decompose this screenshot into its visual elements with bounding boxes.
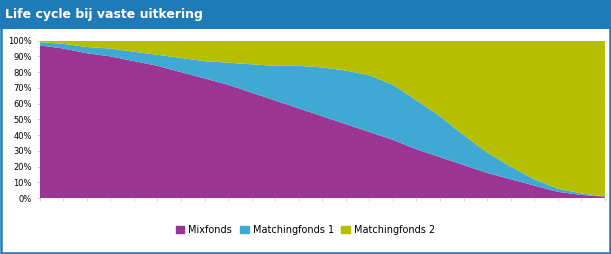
X-axis label: maanden tot pensioendatum: maanden tot pensioendatum — [246, 217, 398, 228]
Legend: Mixfonds, Matchingfonds 1, Matchingfonds 2: Mixfonds, Matchingfonds 1, Matchingfonds… — [172, 221, 439, 239]
Text: Life cycle bij vaste uitkering: Life cycle bij vaste uitkering — [5, 8, 203, 21]
